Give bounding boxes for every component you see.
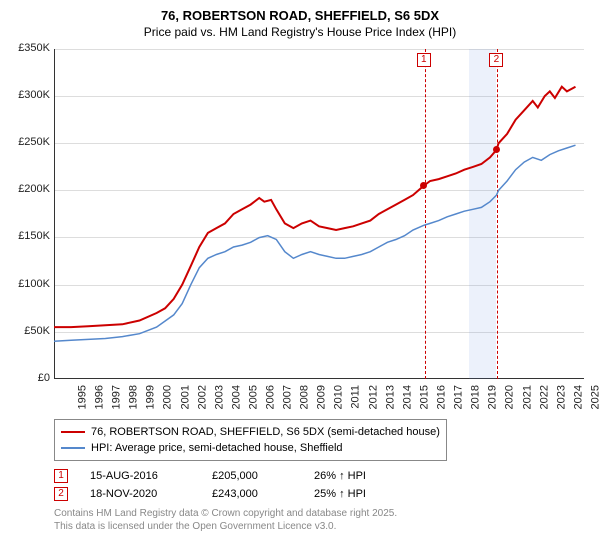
- x-tick-label: 2000: [162, 385, 174, 409]
- sale-date: 18-NOV-2020: [90, 488, 190, 500]
- sale-row-marker: 1: [54, 469, 68, 483]
- x-tick-label: 2025: [589, 385, 600, 409]
- x-tick-label: 2022: [538, 385, 550, 409]
- x-tick-label: 1998: [128, 385, 140, 409]
- legend-swatch: [61, 447, 85, 449]
- x-tick-label: 2024: [572, 385, 584, 409]
- sale-date: 15-AUG-2016: [90, 470, 190, 482]
- x-tick-label: 2018: [470, 385, 482, 409]
- x-tick-label: 2003: [213, 385, 225, 409]
- legend-swatch: [61, 431, 85, 433]
- chart-area: £0£50K£100K£150K£200K£250K£300K£350K1995…: [10, 45, 590, 415]
- series-line-hpi: [54, 145, 576, 341]
- x-tick-label: 2013: [384, 385, 396, 409]
- sale-pct: 25% ↑ HPI: [314, 488, 414, 500]
- sale-pct: 26% ↑ HPI: [314, 470, 414, 482]
- series-svg: [10, 45, 584, 379]
- x-tick-label: 2019: [487, 385, 499, 409]
- legend-item: HPI: Average price, semi-detached house,…: [61, 440, 440, 456]
- x-tick-label: 2011: [349, 385, 361, 409]
- legend-box: 76, ROBERTSON ROAD, SHEFFIELD, S6 5DX (s…: [54, 419, 447, 461]
- chart-title: 76, ROBERTSON ROAD, SHEFFIELD, S6 5DX: [10, 8, 590, 25]
- x-tick-label: 2006: [265, 385, 277, 409]
- x-tick-label: 1996: [94, 385, 106, 409]
- x-tick-label: 2023: [555, 385, 567, 409]
- x-tick-label: 2008: [299, 385, 311, 409]
- sale-price: £205,000: [212, 470, 292, 482]
- sale-row-marker: 2: [54, 487, 68, 501]
- x-tick-label: 1995: [76, 385, 88, 409]
- legend-label: 76, ROBERTSON ROAD, SHEFFIELD, S6 5DX (s…: [91, 426, 440, 438]
- footer-line-2: This data is licensed under the Open Gov…: [54, 520, 590, 533]
- x-tick-label: 2004: [230, 385, 242, 409]
- sales-table: 1 15-AUG-2016 £205,000 26% ↑ HPI 2 18-NOV-202…: [54, 467, 590, 503]
- x-tick-label: 2016: [436, 385, 448, 409]
- sale-row: 1 15-AUG-2016 £205,000 26% ↑ HPI: [54, 467, 590, 485]
- x-tick-label: 2014: [401, 385, 413, 409]
- x-tick-label: 2017: [453, 385, 465, 409]
- x-tick-label: 1999: [145, 385, 157, 409]
- footer-line-1: Contains HM Land Registry data © Crown c…: [54, 507, 590, 520]
- legend-item: 76, ROBERTSON ROAD, SHEFFIELD, S6 5DX (s…: [61, 424, 440, 440]
- x-tick-label: 2020: [504, 385, 516, 409]
- x-tick-label: 2012: [367, 385, 379, 409]
- sale-price: £243,000: [212, 488, 292, 500]
- chart-subtitle: Price paid vs. HM Land Registry's House …: [10, 25, 590, 39]
- x-tick-label: 2002: [196, 385, 208, 409]
- x-tick-label: 2010: [333, 385, 345, 409]
- footer-text: Contains HM Land Registry data © Crown c…: [54, 507, 590, 533]
- x-tick-label: 2009: [316, 385, 328, 409]
- legend-label: HPI: Average price, semi-detached house,…: [91, 442, 343, 454]
- x-tick-label: 2015: [418, 385, 430, 409]
- x-tick-label: 1997: [111, 385, 123, 409]
- x-tick-label: 2001: [179, 385, 191, 409]
- sale-row: 2 18-NOV-2020 £243,000 25% ↑ HPI: [54, 485, 590, 503]
- x-tick-label: 2005: [247, 385, 259, 409]
- series-line-price_paid: [54, 87, 576, 327]
- x-tick-label: 2021: [521, 385, 533, 409]
- x-tick-label: 2007: [282, 385, 294, 409]
